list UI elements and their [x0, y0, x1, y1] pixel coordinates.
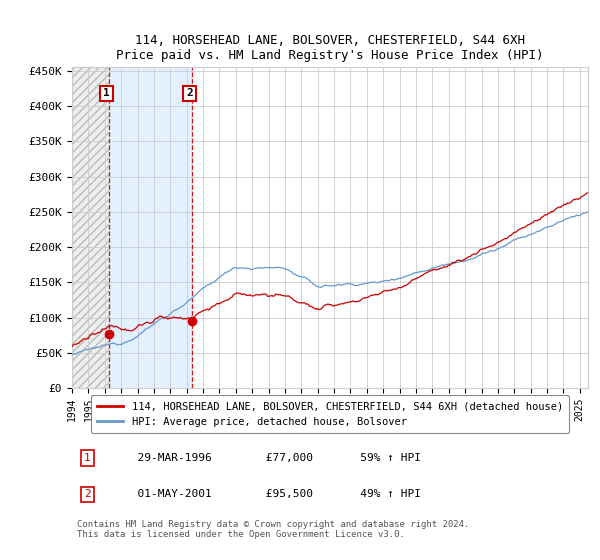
Text: 29-MAR-1996        £77,000       59% ↑ HPI: 29-MAR-1996 £77,000 59% ↑ HPI — [124, 453, 421, 463]
Legend: 114, HORSEHEAD LANE, BOLSOVER, CHESTERFIELD, S44 6XH (detached house), HPI: Aver: 114, HORSEHEAD LANE, BOLSOVER, CHESTERFI… — [91, 395, 569, 433]
Text: Contains HM Land Registry data © Crown copyright and database right 2024.
This d: Contains HM Land Registry data © Crown c… — [77, 520, 470, 539]
Bar — [109, 67, 192, 388]
Text: 2: 2 — [186, 88, 193, 99]
Title: 114, HORSEHEAD LANE, BOLSOVER, CHESTERFIELD, S44 6XH
Price paid vs. HM Land Regi: 114, HORSEHEAD LANE, BOLSOVER, CHESTERFI… — [116, 34, 544, 62]
Text: 1: 1 — [84, 453, 91, 463]
Bar — [72, 67, 109, 388]
Text: 2: 2 — [84, 489, 91, 500]
Text: 1: 1 — [103, 88, 110, 99]
Bar — [72, 67, 109, 388]
Text: 01-MAY-2001        £95,500       49% ↑ HPI: 01-MAY-2001 £95,500 49% ↑ HPI — [124, 489, 421, 500]
